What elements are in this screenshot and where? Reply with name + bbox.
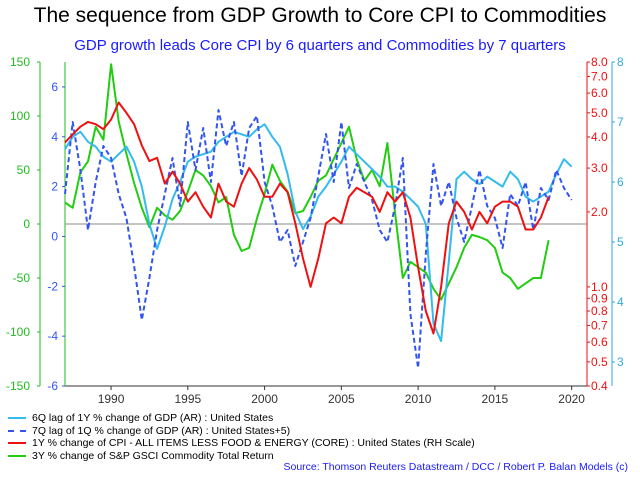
y-tick-label-red: 0.7: [591, 318, 608, 332]
y-tick-label-green: 50: [17, 163, 31, 177]
legend-label: 7Q lag of 1Q % change of GDP (AR) : Unit…: [32, 424, 291, 437]
axis-ticks: 1990 1995 2000 2005 2010 2015 2020-150-100-500…: [6, 55, 624, 406]
y-tick-label-blue: 6: [51, 80, 58, 94]
legend-label: 1Y % change of CPI - ALL ITEMS LESS FOOD…: [32, 437, 475, 449]
y-tick-label-green: 100: [10, 109, 30, 123]
y-tick-label-blue: 4: [51, 130, 58, 144]
legend-item-core-cpi: 1Y % change of CPI - ALL ITEMS LESS FOOD…: [8, 437, 475, 450]
x-tick-label: 2005: [328, 392, 355, 406]
legend-swatch: [8, 442, 26, 445]
y-tick-label-red: 5.0: [591, 106, 608, 120]
y-tick-label-lightblue: 4: [617, 295, 624, 309]
y-tick-label-red: 0.4: [591, 379, 608, 393]
y-tick-label-green: -50: [13, 271, 31, 285]
y-tick-label-red: 2.0: [591, 205, 608, 219]
y-tick-label-red: 0.8: [591, 304, 608, 318]
legend: 6Q lag of 1Y % change of GDP (AR) : Unit…: [8, 412, 475, 462]
source-note: Source: Thomson Reuters Datastream / DCC…: [283, 461, 628, 473]
y-tick-label-green: 150: [10, 55, 30, 69]
y-tick-label-lightblue: 7: [617, 115, 624, 129]
y-tick-label-red: 7.0: [591, 69, 608, 83]
y-tick-label-lightblue: 3: [617, 355, 624, 369]
y-tick-label-blue: -4: [47, 329, 58, 343]
y-tick-label-lightblue: 6: [617, 175, 624, 189]
y-tick-label-green: -150: [6, 379, 30, 393]
y-tick-label-blue: -6: [47, 379, 58, 393]
y-tick-label-red: 8.0: [591, 55, 608, 69]
series-lines: [64, 63, 573, 369]
series-line-core-cpi: [64, 101, 550, 335]
x-tick-label: 2020: [558, 392, 585, 406]
chart-subtitle: GDP growth leads Core CPI by 6 quarters …: [74, 37, 566, 54]
y-tick-label-blue: 2: [51, 180, 58, 194]
chart-title: The sequence from GDP Growth to Core CPI…: [33, 4, 607, 27]
legend-item-gdp-6q: 6Q lag of 1Y % change of GDP (AR) : Unit…: [8, 412, 475, 425]
y-tick-label-red: 0.6: [591, 335, 608, 349]
x-tick-label: 1995: [174, 392, 201, 406]
x-tick-label: 2000: [251, 392, 278, 406]
x-tick-label: 1990: [98, 392, 125, 406]
series-line-gdp-6q: [64, 123, 573, 343]
legend-label: 6Q lag of 1Y % change of GDP (AR) : Unit…: [32, 412, 274, 424]
y-tick-label-red: 0.5: [591, 355, 608, 369]
legend-swatch: [8, 429, 26, 432]
y-tick-label-red: 0.9: [591, 291, 608, 305]
y-tick-label-lightblue: 5: [617, 235, 624, 249]
series-line-gsci: [64, 63, 550, 301]
legend-swatch: [8, 417, 26, 420]
legend-item-gdp-7q: 7Q lag of 1Q % change of GDP (AR) : Unit…: [8, 425, 475, 438]
y-tick-label-red: 6.0: [591, 86, 608, 100]
x-tick-label: 2015: [482, 392, 509, 406]
y-tick-label-red: 3.0: [591, 161, 608, 175]
y-tick-label-green: 0: [23, 217, 30, 231]
y-tick-label-green: -100: [6, 325, 30, 339]
legend-item-gsci: 3Y % change of S&P GSCI Commodity Total …: [8, 450, 475, 463]
y-tick-label-red: 1.0: [591, 280, 608, 294]
x-tick-label: 2010: [405, 392, 432, 406]
y-tick-label-blue: -2: [47, 279, 58, 293]
legend-swatch: [8, 454, 26, 457]
legend-label: 3Y % change of S&P GSCI Commodity Total …: [32, 449, 274, 462]
y-tick-label-blue: 0: [51, 229, 58, 243]
y-tick-label-lightblue: 8: [617, 55, 624, 69]
y-tick-label-red: 4.0: [591, 130, 608, 144]
series-line-gdp-7q: [64, 109, 573, 369]
